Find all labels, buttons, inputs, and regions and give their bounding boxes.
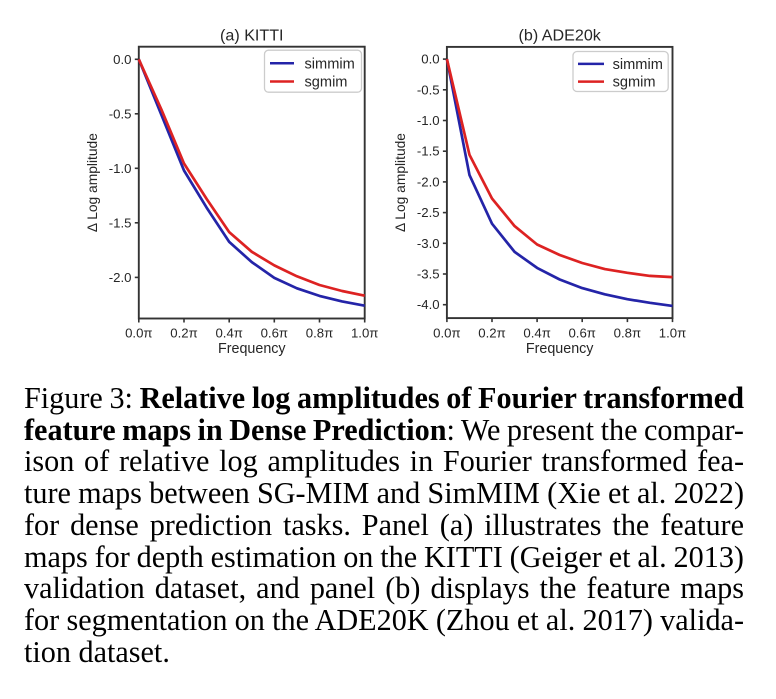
svg-text:-3.0: -3.0: [417, 236, 440, 251]
svg-text:sgmim: sgmim: [305, 75, 348, 91]
svg-text:-0.5: -0.5: [417, 82, 440, 97]
svg-text:0.0: 0.0: [421, 52, 439, 67]
svg-text:0.0π: 0.0π: [125, 325, 152, 340]
svg-text:-1.0: -1.0: [417, 113, 440, 128]
svg-text:1.0π: 1.0π: [351, 325, 378, 340]
svg-text:-2.5: -2.5: [417, 205, 440, 220]
svg-text:0.4π: 0.4π: [523, 325, 550, 340]
svg-text:0.0: 0.0: [113, 52, 131, 67]
svg-text:-1.5: -1.5: [109, 215, 132, 230]
svg-text:0.2π: 0.2π: [478, 325, 505, 340]
svg-text:0.4π: 0.4π: [215, 325, 242, 340]
svg-text:-1.5: -1.5: [417, 144, 440, 159]
svg-text:(a) KITTI: (a) KITTI: [220, 27, 283, 45]
svg-text:0.8π: 0.8π: [306, 325, 333, 340]
svg-text:Frequency: Frequency: [218, 341, 286, 357]
svg-text:sgmim: sgmim: [613, 75, 656, 91]
svg-text:-2.0: -2.0: [109, 270, 132, 285]
svg-text:(b) ADE20k: (b) ADE20k: [519, 27, 602, 45]
svg-text:Δ Log amplitude: Δ Log amplitude: [393, 133, 408, 232]
svg-text:simmim: simmim: [613, 57, 663, 73]
svg-text:Frequency: Frequency: [526, 341, 594, 357]
svg-text:-4.0: -4.0: [417, 297, 440, 312]
svg-text:1.0π: 1.0π: [659, 325, 686, 340]
svg-text:simmim: simmim: [305, 56, 355, 72]
svg-text:0.6π: 0.6π: [261, 325, 288, 340]
svg-text:-0.5: -0.5: [109, 106, 132, 121]
svg-text:-2.0: -2.0: [417, 174, 440, 189]
svg-text:-3.5: -3.5: [417, 267, 440, 282]
svg-text:0.2π: 0.2π: [170, 325, 197, 340]
svg-text:0.0π: 0.0π: [433, 325, 460, 340]
svg-text:0.8π: 0.8π: [614, 325, 641, 340]
svg-text:Δ Log amplitude: Δ Log amplitude: [85, 133, 100, 232]
svg-text:0.6π: 0.6π: [568, 325, 595, 340]
svg-text:-1.0: -1.0: [109, 161, 132, 176]
